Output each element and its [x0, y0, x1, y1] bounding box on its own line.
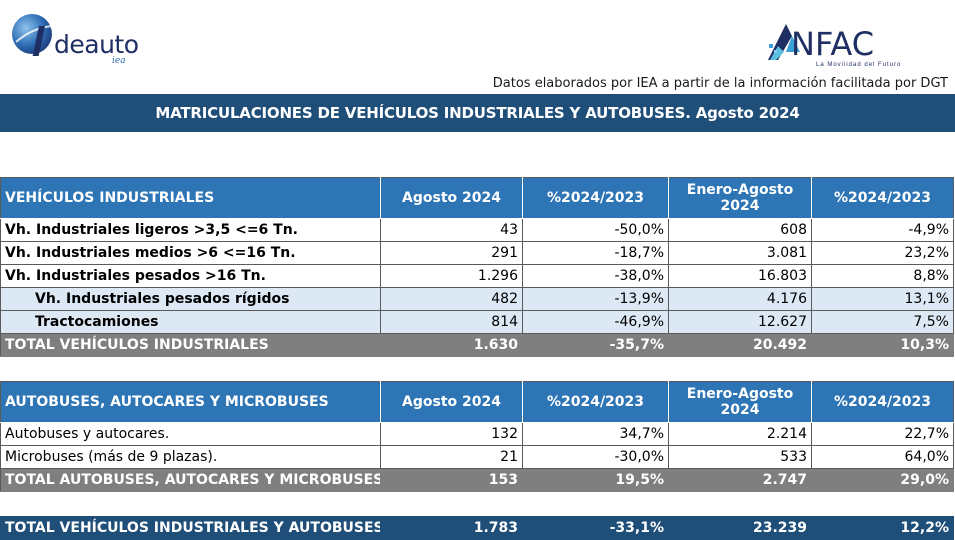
cell-aug: 814	[380, 310, 523, 334]
table-row: Vh. Industriales ligeros >3,5 <=6 Tn. 43…	[0, 218, 954, 242]
header-ytd: Enero-Agosto 2024	[668, 381, 812, 423]
cell-pct-ytd: 64,0%	[811, 445, 954, 469]
cell-aug: 291	[380, 241, 523, 265]
industrial-header-label: VEHÍCULOS INDUSTRIALES	[0, 177, 381, 219]
cell-pct-aug: -35,7%	[522, 333, 669, 357]
anfac-logo: NFAC La Movilidad del Futuro	[766, 22, 916, 72]
cell-aug: 1.783	[380, 516, 523, 540]
row-label: Tractocamiones	[0, 310, 381, 334]
industrial-header-row: VEHÍCULOS INDUSTRIALES Agosto 2024 %2024…	[0, 177, 954, 219]
cell-aug: 1.630	[380, 333, 523, 357]
cell-pct-ytd: -4,9%	[811, 218, 954, 242]
cell-pct-aug: -46,9%	[522, 310, 669, 334]
table-row: Tractocamiones 814 -46,9% 12.627 7,5%	[0, 310, 954, 334]
cell-ytd: 20.492	[668, 333, 812, 357]
cell-aug: 1.296	[380, 264, 523, 288]
cell-pct-ytd: 23,2%	[811, 241, 954, 265]
cell-pct-ytd: 29,0%	[811, 468, 954, 492]
header-pct-month: %2024/2023	[522, 177, 669, 219]
buses-table: AUTOBUSES, AUTOCARES Y MICROBUSES Agosto…	[0, 381, 954, 492]
header-month: Agosto 2024	[380, 381, 523, 423]
table-row: Microbuses (más de 9 plazas). 21 -30,0% …	[0, 445, 954, 469]
ideauto-logo: deauto iea	[10, 12, 170, 66]
row-label: Autobuses y autocares.	[0, 422, 381, 446]
cell-aug: 43	[380, 218, 523, 242]
cell-pct-aug: 19,5%	[522, 468, 669, 492]
cell-ytd: 533	[668, 445, 812, 469]
anfac-tagline: La Movilidad del Futuro	[816, 62, 902, 68]
cell-pct-ytd: 8,8%	[811, 264, 954, 288]
cell-pct-aug: -30,0%	[522, 445, 669, 469]
cell-ytd: 3.081	[668, 241, 812, 265]
table-row: Vh. Industriales medios >6 <=16 Tn. 291 …	[0, 241, 954, 265]
cell-pct-ytd: 13,1%	[811, 287, 954, 311]
cell-aug: 132	[380, 422, 523, 446]
row-label: Vh. Industriales pesados >16 Tn.	[0, 264, 381, 288]
cell-pct-aug: -38,0%	[522, 264, 669, 288]
source-note: Datos elaborados por IEA a partir de la …	[492, 76, 948, 91]
cell-ytd: 16.803	[668, 264, 812, 288]
row-label: Vh. Industriales ligeros >3,5 <=6 Tn.	[0, 218, 381, 242]
cell-pct-ytd: 22,7%	[811, 422, 954, 446]
cell-ytd: 12.627	[668, 310, 812, 334]
row-label: Vh. Industriales pesados rígidos	[0, 287, 381, 311]
header-pct-ytd: %2024/2023	[811, 381, 954, 423]
table-row: Vh. Industriales pesados rígidos 482 -13…	[0, 287, 954, 311]
row-label: TOTAL VEHÍCULOS INDUSTRIALES	[0, 333, 381, 357]
cell-ytd: 4.176	[668, 287, 812, 311]
cell-pct-aug: -13,9%	[522, 287, 669, 311]
header-ytd: Enero-Agosto 2024	[668, 177, 812, 219]
report-title: MATRICULACIONES DE VEHÍCULOS INDUSTRIALE…	[0, 94, 955, 132]
table-row: Autobuses y autocares. 132 34,7% 2.214 2…	[0, 422, 954, 446]
anfac-wordmark: NFAC	[791, 25, 875, 63]
cell-ytd: 2.214	[668, 422, 812, 446]
grand-total-table: TOTAL VEHÍCULOS INDUSTRIALES Y AUTOBUSES…	[0, 516, 954, 540]
header-month: Agosto 2024	[380, 177, 523, 219]
cell-aug: 153	[380, 468, 523, 492]
cell-pct-aug: -33,1%	[522, 516, 669, 540]
buses-header-label: AUTOBUSES, AUTOCARES Y MICROBUSES	[0, 381, 381, 423]
industrial-table: VEHÍCULOS INDUSTRIALES Agosto 2024 %2024…	[0, 177, 954, 357]
table-row: Vh. Industriales pesados >16 Tn. 1.296 -…	[0, 264, 954, 288]
anfac-triangle-icon	[768, 24, 800, 60]
buses-total-row: TOTAL AUTOBUSES, AUTOCARES Y MICROBUSES …	[0, 468, 954, 492]
row-label: TOTAL AUTOBUSES, AUTOCARES Y MICROBUSES	[0, 468, 381, 492]
cell-ytd: 608	[668, 218, 812, 242]
cell-pct-aug: -50,0%	[522, 218, 669, 242]
industrial-total-row: TOTAL VEHÍCULOS INDUSTRIALES 1.630 -35,7…	[0, 333, 954, 357]
cell-pct-aug: -18,7%	[522, 241, 669, 265]
header-pct-ytd: %2024/2023	[811, 177, 954, 219]
cell-aug: 482	[380, 287, 523, 311]
cell-pct-ytd: 7,5%	[811, 310, 954, 334]
row-label: Microbuses (más de 9 plazas).	[0, 445, 381, 469]
row-label: TOTAL VEHÍCULOS INDUSTRIALES Y AUTOBUSES	[0, 516, 381, 540]
header-pct-month: %2024/2023	[522, 381, 669, 423]
cell-aug: 21	[380, 445, 523, 469]
cell-ytd: 2.747	[668, 468, 812, 492]
ideauto-sub: iea	[112, 56, 126, 66]
cell-pct-ytd: 10,3%	[811, 333, 954, 357]
ideauto-wordmark: deauto	[54, 30, 139, 59]
ideauto-globe-icon	[12, 14, 53, 56]
cell-ytd: 23.239	[668, 516, 812, 540]
grand-total-row: TOTAL VEHÍCULOS INDUSTRIALES Y AUTOBUSES…	[0, 516, 954, 540]
cell-pct-aug: 34,7%	[522, 422, 669, 446]
buses-header-row: AUTOBUSES, AUTOCARES Y MICROBUSES Agosto…	[0, 381, 954, 423]
row-label: Vh. Industriales medios >6 <=16 Tn.	[0, 241, 381, 265]
cell-pct-ytd: 12,2%	[811, 516, 954, 540]
